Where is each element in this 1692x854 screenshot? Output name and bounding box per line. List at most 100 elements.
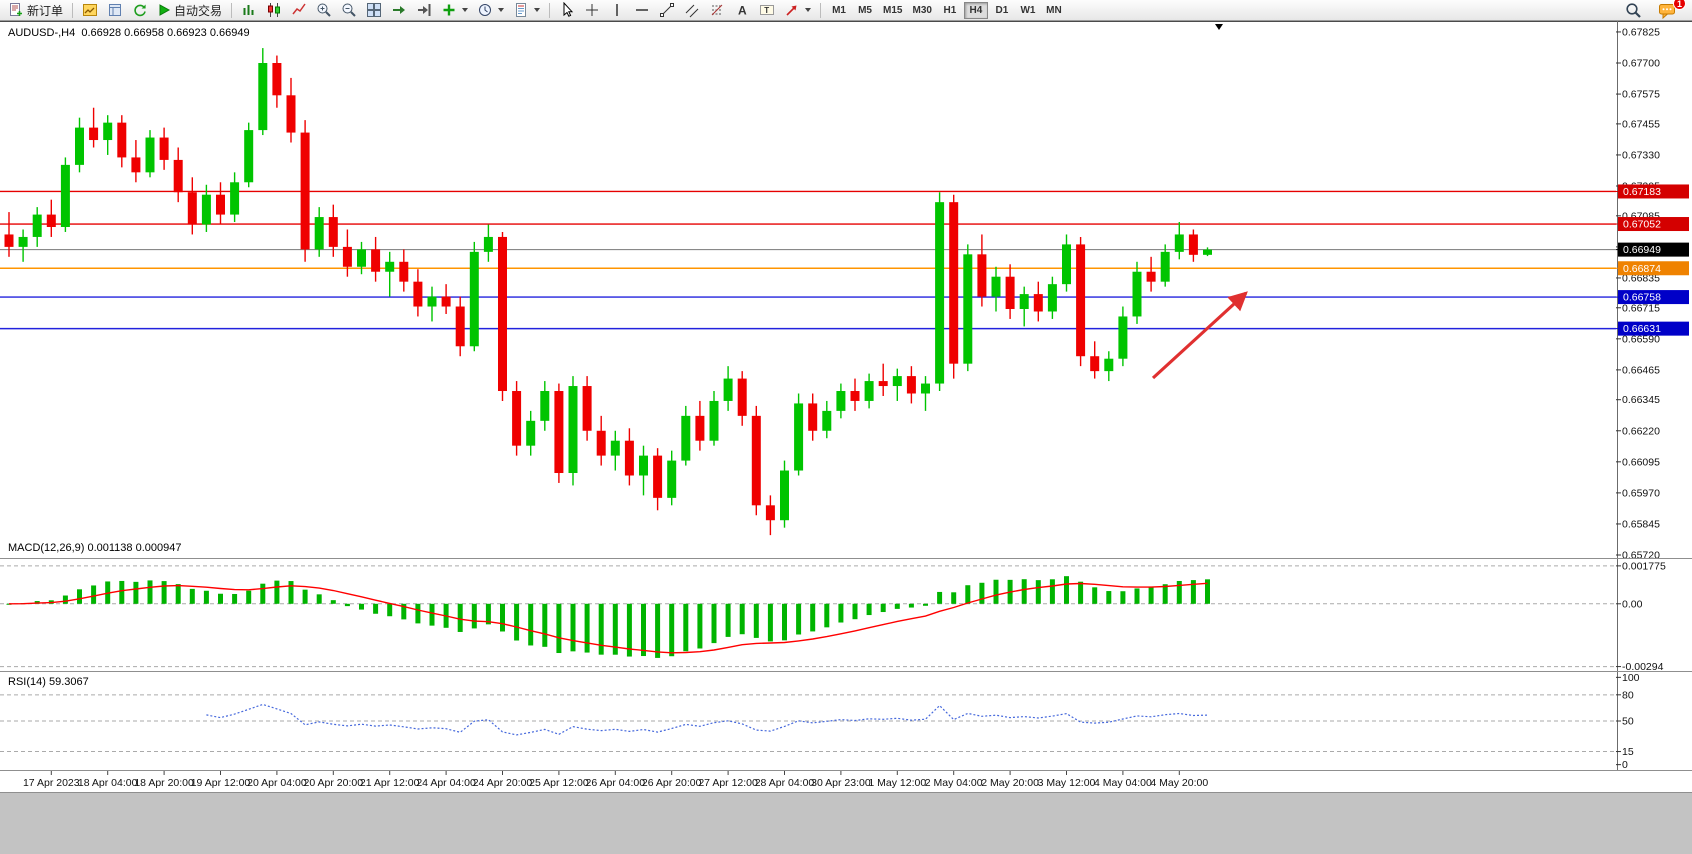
macd-histogram-bar [1176,580,1182,604]
timeframe-h4-button[interactable]: H4 [963,1,988,19]
time-axis-label: 25 Apr 12:00 [529,777,589,789]
arrows-icon [786,5,797,16]
macd-histogram-bar [274,580,280,604]
time-axis-label: 2 May 04:00 [925,777,983,789]
candle-body [751,415,761,506]
search-button[interactable] [1621,1,1646,20]
candle-body [1188,234,1198,255]
cursor-button[interactable] [555,1,579,20]
text-tool-button[interactable]: A [730,1,754,20]
macd-histogram-bar [979,582,985,604]
candle-body [427,296,437,307]
price-axis-label: 0.67825 [1622,26,1660,38]
macd-histogram-bar [514,603,520,641]
candle-body [145,137,155,173]
price-axis-label: 0.66835 [1622,272,1660,284]
macd-histogram-bar [232,593,238,604]
macd-histogram-bar [316,594,322,604]
crosshair-icon [586,4,599,16]
channel-button[interactable] [680,1,704,20]
timeframe-mn-button[interactable]: MN [1042,2,1066,19]
timeframe-m15-button[interactable]: M15 [879,2,906,19]
candlestick-chart-button[interactable] [262,1,286,20]
label-tool-button[interactable]: T [755,1,779,20]
price-axis-label: 0.66715 [1622,302,1660,314]
data-window-button[interactable] [103,1,127,20]
new-order-button[interactable]: 新订单 [4,1,67,20]
crosshair-button[interactable] [580,1,604,20]
arrows-tool-button[interactable] [780,1,815,20]
timeframe-d1-button[interactable]: D1 [990,2,1014,19]
macd-histogram-bar [725,603,731,637]
zoom-out-button[interactable] [337,1,361,20]
indicators-button[interactable] [437,1,472,20]
macd-histogram-bar [598,603,604,655]
candle-body [483,236,493,252]
price-badge-label: 0.66631 [1623,323,1661,335]
auto-scroll-icon [393,6,406,14]
level-lines[interactable] [0,190,1616,330]
tile-windows-button[interactable] [362,1,386,20]
symbol-ohlc-label: AUDUSD-,H4 0.66928 0.66958 0.66923 0.669… [8,27,250,39]
data-window-icon [109,4,122,16]
candle-body [1174,234,1184,252]
timeframe-h1-button[interactable]: H1 [938,2,962,19]
chart-shift-button[interactable] [412,1,436,20]
auto-scroll-button[interactable] [387,1,411,20]
price-chart-canvas[interactable]: 0.678250.677000.675750.674550.673300.672… [0,21,1692,792]
price-axis-label: 0.65970 [1622,487,1660,499]
bar-chart-button[interactable] [237,1,261,20]
candle-body [357,249,366,267]
timeframe-m1-button[interactable]: M1 [827,2,851,19]
autotrading-button[interactable]: 自动交易 [153,1,226,20]
price-axis-label: 0.66465 [1622,364,1660,376]
horizontal-line-button[interactable] [630,1,654,20]
vertical-line-button[interactable] [605,1,629,20]
macd-histogram-bar [1205,579,1210,604]
refresh-button[interactable] [128,1,152,20]
price-axis-label: 0.65845 [1622,518,1660,530]
candle-body [1005,276,1015,310]
timeframe-w1-button[interactable]: W1 [1016,2,1040,19]
candle-body [441,296,451,307]
fibonacci-button[interactable] [705,1,729,20]
trendline-icon [660,3,675,17]
candle-body [173,159,183,193]
macd-histogram-bar [937,591,943,604]
macd-histogram-bar [528,603,534,646]
candle-body [300,132,310,250]
candle-body [131,157,141,173]
macd-histogram-bar [1148,587,1154,604]
macd-histogram-bar [175,584,181,604]
trendline-button[interactable] [655,1,679,20]
zoom-in-icon [317,3,331,17]
candle-body [286,95,296,133]
market-watch-button[interactable] [78,1,102,20]
tile-windows-icon [367,3,382,17]
notifications-button[interactable]: 1 [1654,0,1686,20]
candle-body [681,415,691,461]
candle-body [455,306,465,347]
symbol-name: AUDUSD-,H4 [8,27,76,39]
price-axis[interactable]: 0.678250.677000.675750.674550.673300.672… [1616,26,1660,562]
periods-button[interactable] [473,1,508,20]
candle-body [328,217,338,247]
indicators-icon [443,4,455,16]
trend-arrow-annotation[interactable] [1151,291,1248,380]
macd-histogram-bar [739,603,745,635]
macd-histogram-bar [753,603,759,638]
timeframe-m30-button[interactable]: M30 [908,2,935,19]
macd-histogram-bar [1021,579,1027,604]
chart-window[interactable]: 0.678250.677000.675750.674550.673300.672… [0,21,1692,792]
time-axis-label: 20 Apr 20:00 [304,777,364,789]
timeframe-m5-button[interactable]: M5 [853,2,877,19]
candle-body [765,505,775,521]
line-chart-button[interactable] [287,1,311,20]
candle-body [709,400,719,441]
templates-button[interactable] [509,1,544,20]
zoom-in-button[interactable] [312,1,336,20]
price-axis-label: 0.67455 [1622,118,1660,130]
chevron-down-icon [805,8,812,12]
rsi-line [206,703,1208,736]
